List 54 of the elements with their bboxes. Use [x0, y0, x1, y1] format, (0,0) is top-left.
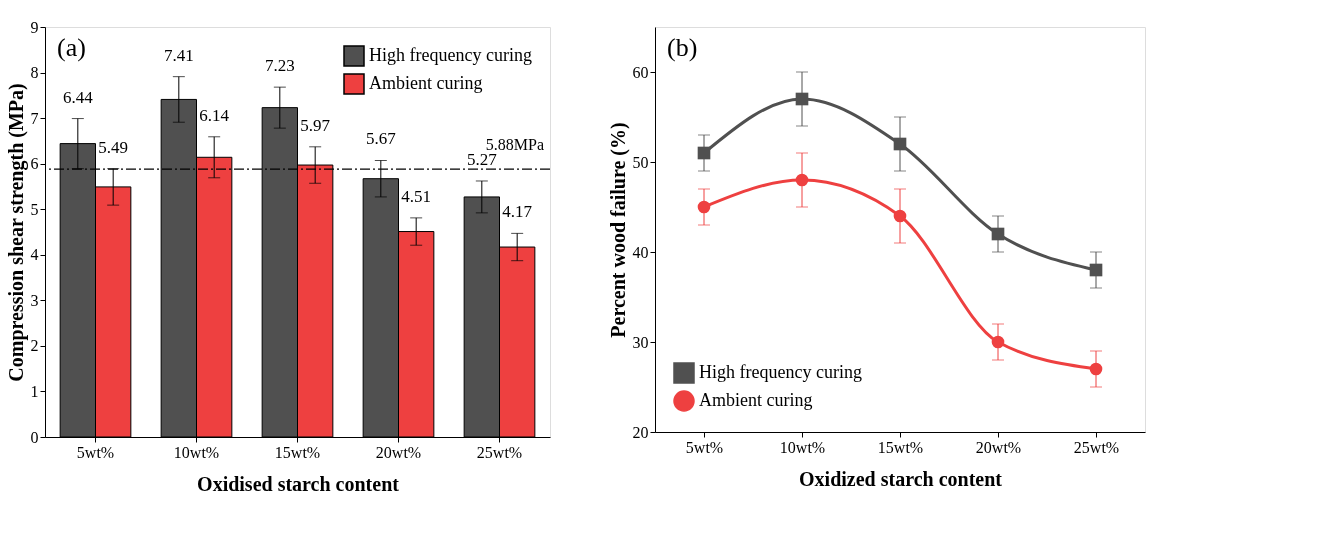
x-tick-label: 25wt%: [476, 443, 523, 461]
point: [697, 146, 711, 160]
data-label: 7.41: [163, 45, 194, 65]
x-tick-label: 20wt%: [975, 438, 1022, 456]
y-axis-title: Compression shear strength (MPa): [4, 83, 28, 382]
data-label: 4.51: [401, 186, 432, 206]
x-tick-label: 20wt%: [375, 443, 422, 461]
y-axis-title: Percent wood failure (%): [606, 122, 630, 338]
annotation: (b): [667, 33, 698, 62]
x-axis-title: Oxidised starch content: [197, 472, 400, 495]
y-tick-label: 2: [30, 337, 39, 355]
data-label: 5.67: [365, 129, 397, 149]
y-tick-label: 60: [632, 63, 649, 81]
data-label: 4.17: [502, 202, 533, 222]
y-tick-label: 6: [30, 155, 39, 173]
x-tick-label: 10wt%: [779, 438, 826, 456]
y-tick-label: 50: [632, 153, 649, 171]
x-axis-title: Oxidized starch content: [799, 467, 1003, 490]
x-tick-label: 25wt%: [1073, 438, 1120, 456]
x-tick-label: 15wt%: [274, 443, 321, 461]
y-tick-label: 0: [30, 428, 39, 446]
point: [893, 209, 907, 223]
x-tick-label: 10wt%: [173, 443, 220, 461]
point: [1089, 263, 1103, 277]
y-tick-label: 4: [30, 246, 39, 264]
y-tick-label: 8: [30, 64, 39, 82]
y-tick-label: 1: [30, 382, 39, 400]
point: [893, 137, 907, 151]
point: [795, 173, 809, 187]
y-tick-label: 3: [30, 291, 39, 309]
point: [697, 200, 711, 214]
annotation: (a): [57, 33, 86, 62]
x-tick-label: 15wt%: [877, 438, 924, 456]
point: [991, 227, 1005, 241]
legend-label: High frequency curing: [699, 362, 862, 382]
y-tick-label: 40: [632, 243, 649, 261]
data-label: 6.14: [199, 105, 230, 125]
point: [1089, 362, 1103, 376]
x-tick-label: 5wt%: [76, 443, 115, 461]
legend-label: High frequency curing: [369, 45, 532, 65]
legend-label: Ambient curing: [699, 390, 813, 410]
y-tick-label: 5: [30, 200, 39, 218]
legend-label: Ambient curing: [369, 73, 483, 93]
data-label: 5.49: [98, 137, 129, 157]
x-tick-label: 5wt%: [685, 438, 724, 456]
y-tick-label: 30: [632, 333, 649, 351]
data-label: 7.23: [264, 56, 295, 76]
point: [795, 92, 809, 106]
y-tick-label: 20: [632, 423, 649, 441]
data-label: 6.44: [62, 87, 94, 107]
point: [991, 335, 1005, 349]
data-label: 5.97: [300, 115, 331, 135]
y-tick-label: 9: [30, 18, 39, 36]
y-tick-label: 7: [30, 109, 39, 127]
